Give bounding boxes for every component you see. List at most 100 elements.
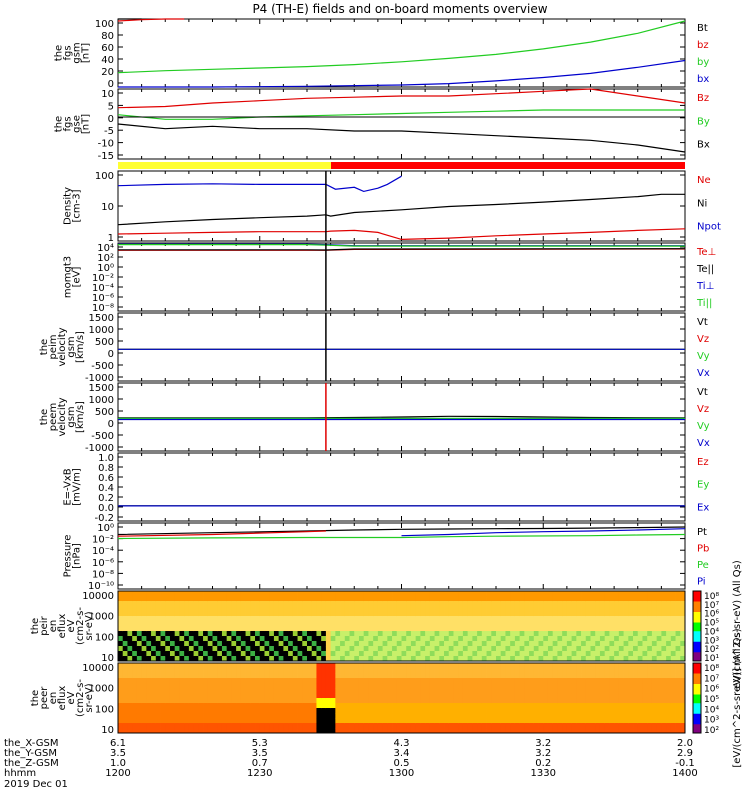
heatmap-cell (500, 668, 506, 674)
heatmap-cell (221, 718, 228, 724)
heatmap-cell (231, 616, 237, 622)
heatmap-cell (566, 601, 573, 607)
heatmap-cell (453, 693, 459, 699)
heatmap-cell (406, 641, 412, 647)
colorbar-lower-cell (693, 720, 701, 723)
heatmap-cell (212, 683, 218, 689)
heatmap-cell (538, 656, 544, 662)
heatmap-cell (670, 693, 676, 699)
colorbar-upper-cell (693, 640, 701, 643)
heatmap-cell (387, 651, 393, 657)
colorbar-upper-cell (693, 634, 701, 637)
heatmap-cell (552, 656, 558, 662)
heatmap-cell (538, 621, 544, 627)
heatmap-cell (628, 646, 634, 652)
heatmap-cell (510, 688, 516, 694)
heatmap-cell (198, 668, 204, 674)
heatmap-cell (666, 621, 672, 627)
heatmap-cell (160, 698, 166, 704)
ytick-label: 0.2 (98, 493, 114, 504)
heatmap-cell (212, 616, 218, 622)
heatmap-cell (203, 663, 209, 669)
heatmap-cell (297, 641, 303, 647)
heatmap-cell (203, 668, 209, 674)
heatmap-cell (255, 641, 261, 647)
heatmap-cell (576, 673, 582, 679)
heatmap-cell (240, 718, 246, 724)
heatmap-cell (179, 656, 185, 662)
heatmap-cell (444, 591, 450, 597)
heatmap-cell (358, 678, 365, 684)
colorbar-lower-cell (693, 717, 701, 720)
heatmap-cell (174, 683, 180, 689)
heatmap-cell (146, 728, 152, 734)
heatmap-cell (240, 693, 246, 699)
heatmap-cell (642, 591, 648, 597)
heatmap-cell (288, 656, 294, 662)
heatmap-cell (581, 668, 587, 674)
ytick-label: 1000 (89, 395, 114, 406)
heatmap-cell (425, 656, 431, 662)
heatmap-cell (316, 596, 322, 602)
heatmap-cell (136, 693, 143, 699)
heatmap-cell (595, 683, 601, 689)
heatmap-cell (174, 601, 180, 607)
heatmap-cell (259, 693, 265, 699)
heatmap-cell (169, 611, 176, 617)
heatmap-cell (392, 718, 398, 724)
heatmap-cell (245, 616, 251, 622)
heatmap-cell (666, 611, 672, 617)
heatmap-cell (155, 668, 161, 674)
heatmap-cell (439, 708, 445, 714)
heatmap-cell (193, 718, 199, 724)
heatmap-cell (420, 616, 426, 622)
heatmap-cell (221, 728, 228, 734)
heatmap-cell (283, 606, 289, 612)
heatmap-cell (396, 611, 402, 617)
heatmap-cell (377, 703, 384, 709)
heatmap-cell (661, 678, 667, 684)
heatmap-cell (396, 718, 402, 724)
heatmap-cell (453, 678, 459, 684)
heatmap-cell (467, 626, 473, 632)
heatmap-cell (618, 703, 624, 709)
heatmap-cell (184, 591, 190, 597)
heatmap-cell (524, 601, 530, 607)
heatmap-cell (387, 668, 393, 674)
heatmap-cell (368, 611, 374, 617)
heatmap-cell (472, 626, 478, 632)
heatmap-cell (614, 708, 620, 714)
heatmap-cell (321, 668, 327, 674)
heatmap-cell (212, 708, 218, 714)
heatmap-cell (472, 631, 478, 637)
heatmap-cell (278, 723, 284, 729)
series-pt (117, 526, 686, 536)
heatmap-cell (670, 621, 676, 627)
heatmap-cell (278, 626, 284, 632)
heatmap-cell (467, 728, 473, 734)
heatmap-cell (680, 708, 686, 714)
heatmap-cell (160, 616, 166, 622)
heatmap-cell (193, 606, 199, 612)
heatmap-cell (604, 703, 610, 709)
heatmap-cell (264, 718, 270, 724)
heatmap-cell (307, 683, 313, 689)
heatmap-cell (311, 621, 317, 627)
heatmap-cell (670, 631, 676, 637)
ytick-label: 10⁻⁶ (92, 293, 114, 304)
heatmap-cell (647, 708, 653, 714)
heatmap-cell (269, 621, 275, 627)
heatmap-cell (363, 611, 369, 617)
heatmap-cell (330, 718, 336, 724)
heatmap-cell (491, 693, 497, 699)
heatmap-cell (146, 713, 152, 719)
heatmap-cell (623, 616, 629, 622)
heatmap-cell (188, 596, 195, 602)
xaxis-tick-value: 3.2 (535, 748, 551, 759)
heatmap-cell (670, 616, 676, 622)
heatmap-cell (552, 698, 558, 704)
heatmap-cell (519, 596, 525, 602)
heatmap-cell (325, 601, 332, 607)
heatmap-cell (250, 713, 256, 719)
heatmap-cell (311, 698, 317, 704)
